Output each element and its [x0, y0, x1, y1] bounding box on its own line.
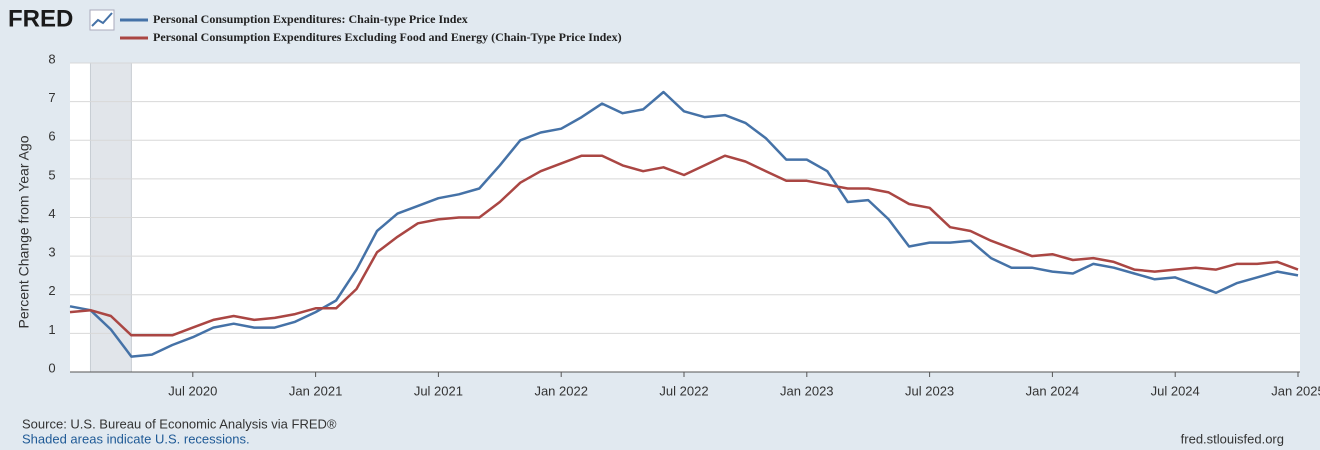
x-tick-label: Jul 2020	[168, 383, 217, 398]
x-tick-label: Jan 2023	[780, 383, 834, 398]
series-line	[69, 90, 1299, 358]
y-tick-label: 6	[48, 129, 55, 144]
y-tick-label: 0	[48, 360, 55, 375]
logo: FRED	[8, 5, 73, 32]
y-tick-label: 1	[48, 322, 55, 337]
x-tick-label: Jan 2022	[534, 383, 588, 398]
y-tick-label: 7	[48, 90, 55, 105]
legend-label: Personal Consumption Expenditures Exclud…	[153, 30, 622, 44]
series-line	[69, 154, 1299, 337]
recession-note: Shaded areas indicate U.S. recessions.	[22, 431, 250, 446]
x-tick-label: Jan 2024	[1026, 383, 1080, 398]
y-tick-label: 4	[48, 206, 55, 221]
y-tick-label: 8	[48, 51, 55, 66]
y-tick-label: 5	[48, 167, 55, 182]
x-tick-label: Jan 2021	[289, 383, 343, 398]
x-tick-label: Jan 2025	[1271, 383, 1320, 398]
x-tick-label: Jul 2021	[414, 383, 463, 398]
y-tick-label: 3	[48, 245, 55, 260]
source: Source: U.S. Bureau of Economic Analysis…	[22, 416, 337, 431]
x-tick-label: Jul 2022	[659, 383, 708, 398]
site-url: fred.stlouisfed.org	[1181, 431, 1284, 446]
x-tick-label: Jul 2024	[1151, 383, 1200, 398]
y-tick-label: 2	[48, 283, 55, 298]
legend-label: Personal Consumption Expenditures: Chain…	[153, 12, 468, 26]
x-tick-label: Jul 2023	[905, 383, 954, 398]
logo-icon	[89, 9, 115, 31]
y-axis-label: Percent Change from Year Ago	[16, 135, 32, 328]
